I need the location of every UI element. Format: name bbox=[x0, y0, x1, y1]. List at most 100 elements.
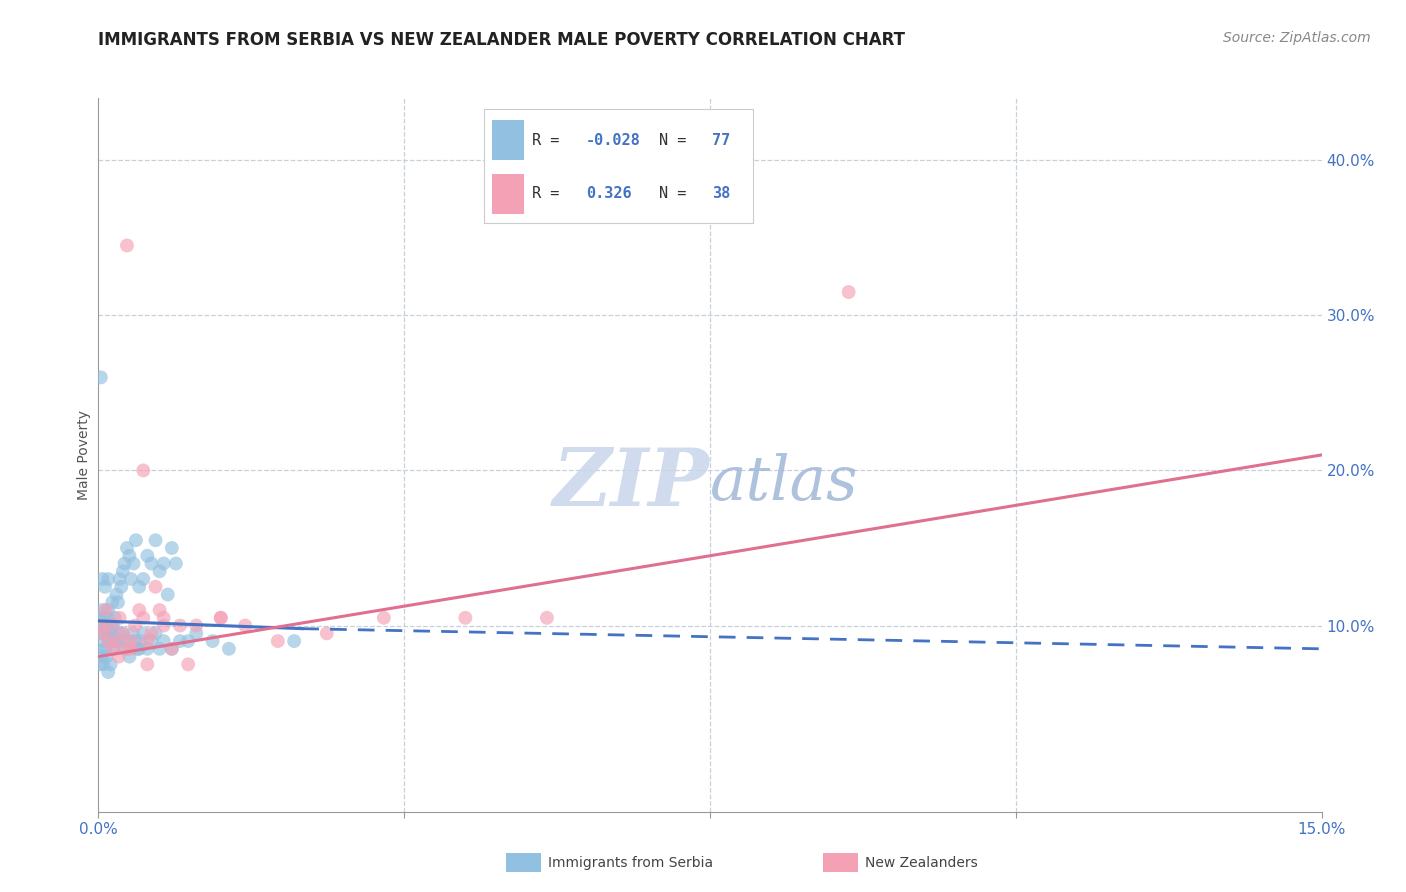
Text: IMMIGRANTS FROM SERBIA VS NEW ZEALANDER MALE POVERTY CORRELATION CHART: IMMIGRANTS FROM SERBIA VS NEW ZEALANDER … bbox=[98, 31, 905, 49]
Point bbox=[145, 533, 167, 548]
Point bbox=[94, 641, 117, 656]
Point bbox=[100, 618, 122, 632]
Point bbox=[160, 641, 183, 656]
Point bbox=[94, 641, 117, 656]
Point bbox=[90, 370, 112, 384]
Point bbox=[98, 634, 121, 648]
Point bbox=[101, 595, 124, 609]
Text: Source: ZipAtlas.com: Source: ZipAtlas.com bbox=[1223, 31, 1371, 45]
Point bbox=[118, 549, 141, 563]
Point bbox=[110, 634, 132, 648]
Point bbox=[91, 626, 114, 640]
Text: ZIP: ZIP bbox=[553, 445, 710, 522]
Point bbox=[96, 618, 118, 632]
Point bbox=[233, 618, 256, 632]
Point bbox=[128, 603, 150, 617]
Point bbox=[136, 641, 159, 656]
Point bbox=[454, 611, 477, 625]
Point bbox=[110, 580, 132, 594]
Point bbox=[315, 626, 337, 640]
Point bbox=[89, 611, 111, 625]
Point bbox=[218, 641, 240, 656]
Point bbox=[90, 618, 112, 632]
Point bbox=[120, 634, 142, 648]
Point bbox=[177, 634, 200, 648]
Point bbox=[152, 634, 174, 648]
Point bbox=[118, 649, 141, 664]
Point bbox=[141, 634, 163, 648]
Point bbox=[111, 564, 134, 578]
Point bbox=[97, 665, 120, 679]
Point bbox=[101, 641, 124, 656]
Point bbox=[121, 626, 143, 640]
Point bbox=[149, 603, 172, 617]
Point bbox=[108, 572, 131, 586]
Point bbox=[169, 618, 191, 632]
Point bbox=[186, 618, 208, 632]
Point bbox=[94, 603, 117, 617]
Point bbox=[120, 641, 142, 656]
Point bbox=[115, 541, 138, 555]
Point bbox=[96, 611, 118, 625]
Point bbox=[91, 657, 114, 672]
Point bbox=[108, 626, 131, 640]
Point bbox=[115, 238, 138, 252]
Point bbox=[209, 611, 232, 625]
Point bbox=[136, 549, 159, 563]
Point bbox=[94, 580, 117, 594]
Point bbox=[101, 618, 124, 632]
Point bbox=[267, 634, 290, 648]
Point bbox=[115, 641, 138, 656]
Point bbox=[145, 626, 167, 640]
Point bbox=[122, 557, 145, 571]
Point bbox=[124, 618, 146, 632]
Point bbox=[132, 626, 155, 640]
Point bbox=[94, 626, 117, 640]
Point bbox=[105, 634, 128, 648]
Point bbox=[136, 657, 159, 672]
Point bbox=[103, 634, 125, 648]
Point bbox=[91, 603, 114, 617]
Point bbox=[107, 595, 129, 609]
Point bbox=[141, 557, 163, 571]
Point bbox=[152, 611, 174, 625]
Point bbox=[132, 611, 155, 625]
Point bbox=[169, 634, 191, 648]
Point bbox=[100, 618, 122, 632]
Text: Immigrants from Serbia: Immigrants from Serbia bbox=[548, 856, 713, 871]
Point bbox=[105, 588, 128, 602]
Point bbox=[108, 611, 131, 625]
Point bbox=[283, 634, 305, 648]
Point bbox=[91, 611, 114, 625]
Point bbox=[114, 641, 136, 656]
Point bbox=[149, 564, 172, 578]
Point bbox=[90, 626, 112, 640]
Point bbox=[93, 634, 115, 648]
Point bbox=[156, 588, 179, 602]
Point bbox=[149, 641, 172, 656]
Point bbox=[373, 611, 395, 625]
Point bbox=[97, 634, 120, 648]
Point bbox=[101, 641, 124, 656]
Point bbox=[186, 626, 208, 640]
Point bbox=[141, 626, 163, 640]
Point bbox=[108, 649, 131, 664]
Y-axis label: Male Poverty: Male Poverty bbox=[77, 410, 91, 500]
Text: New Zealanders: New Zealanders bbox=[865, 856, 977, 871]
Point bbox=[100, 626, 122, 640]
Point bbox=[129, 634, 152, 648]
Point bbox=[128, 580, 150, 594]
Point bbox=[127, 641, 149, 656]
Point bbox=[209, 611, 232, 625]
Point bbox=[91, 572, 114, 586]
Point bbox=[89, 657, 111, 672]
Point bbox=[128, 641, 150, 656]
Point bbox=[111, 626, 134, 640]
Point bbox=[100, 657, 122, 672]
Point bbox=[104, 611, 127, 625]
Point bbox=[90, 618, 112, 632]
Point bbox=[98, 626, 121, 640]
Point bbox=[115, 634, 138, 648]
Point bbox=[114, 557, 136, 571]
Point bbox=[96, 649, 118, 664]
